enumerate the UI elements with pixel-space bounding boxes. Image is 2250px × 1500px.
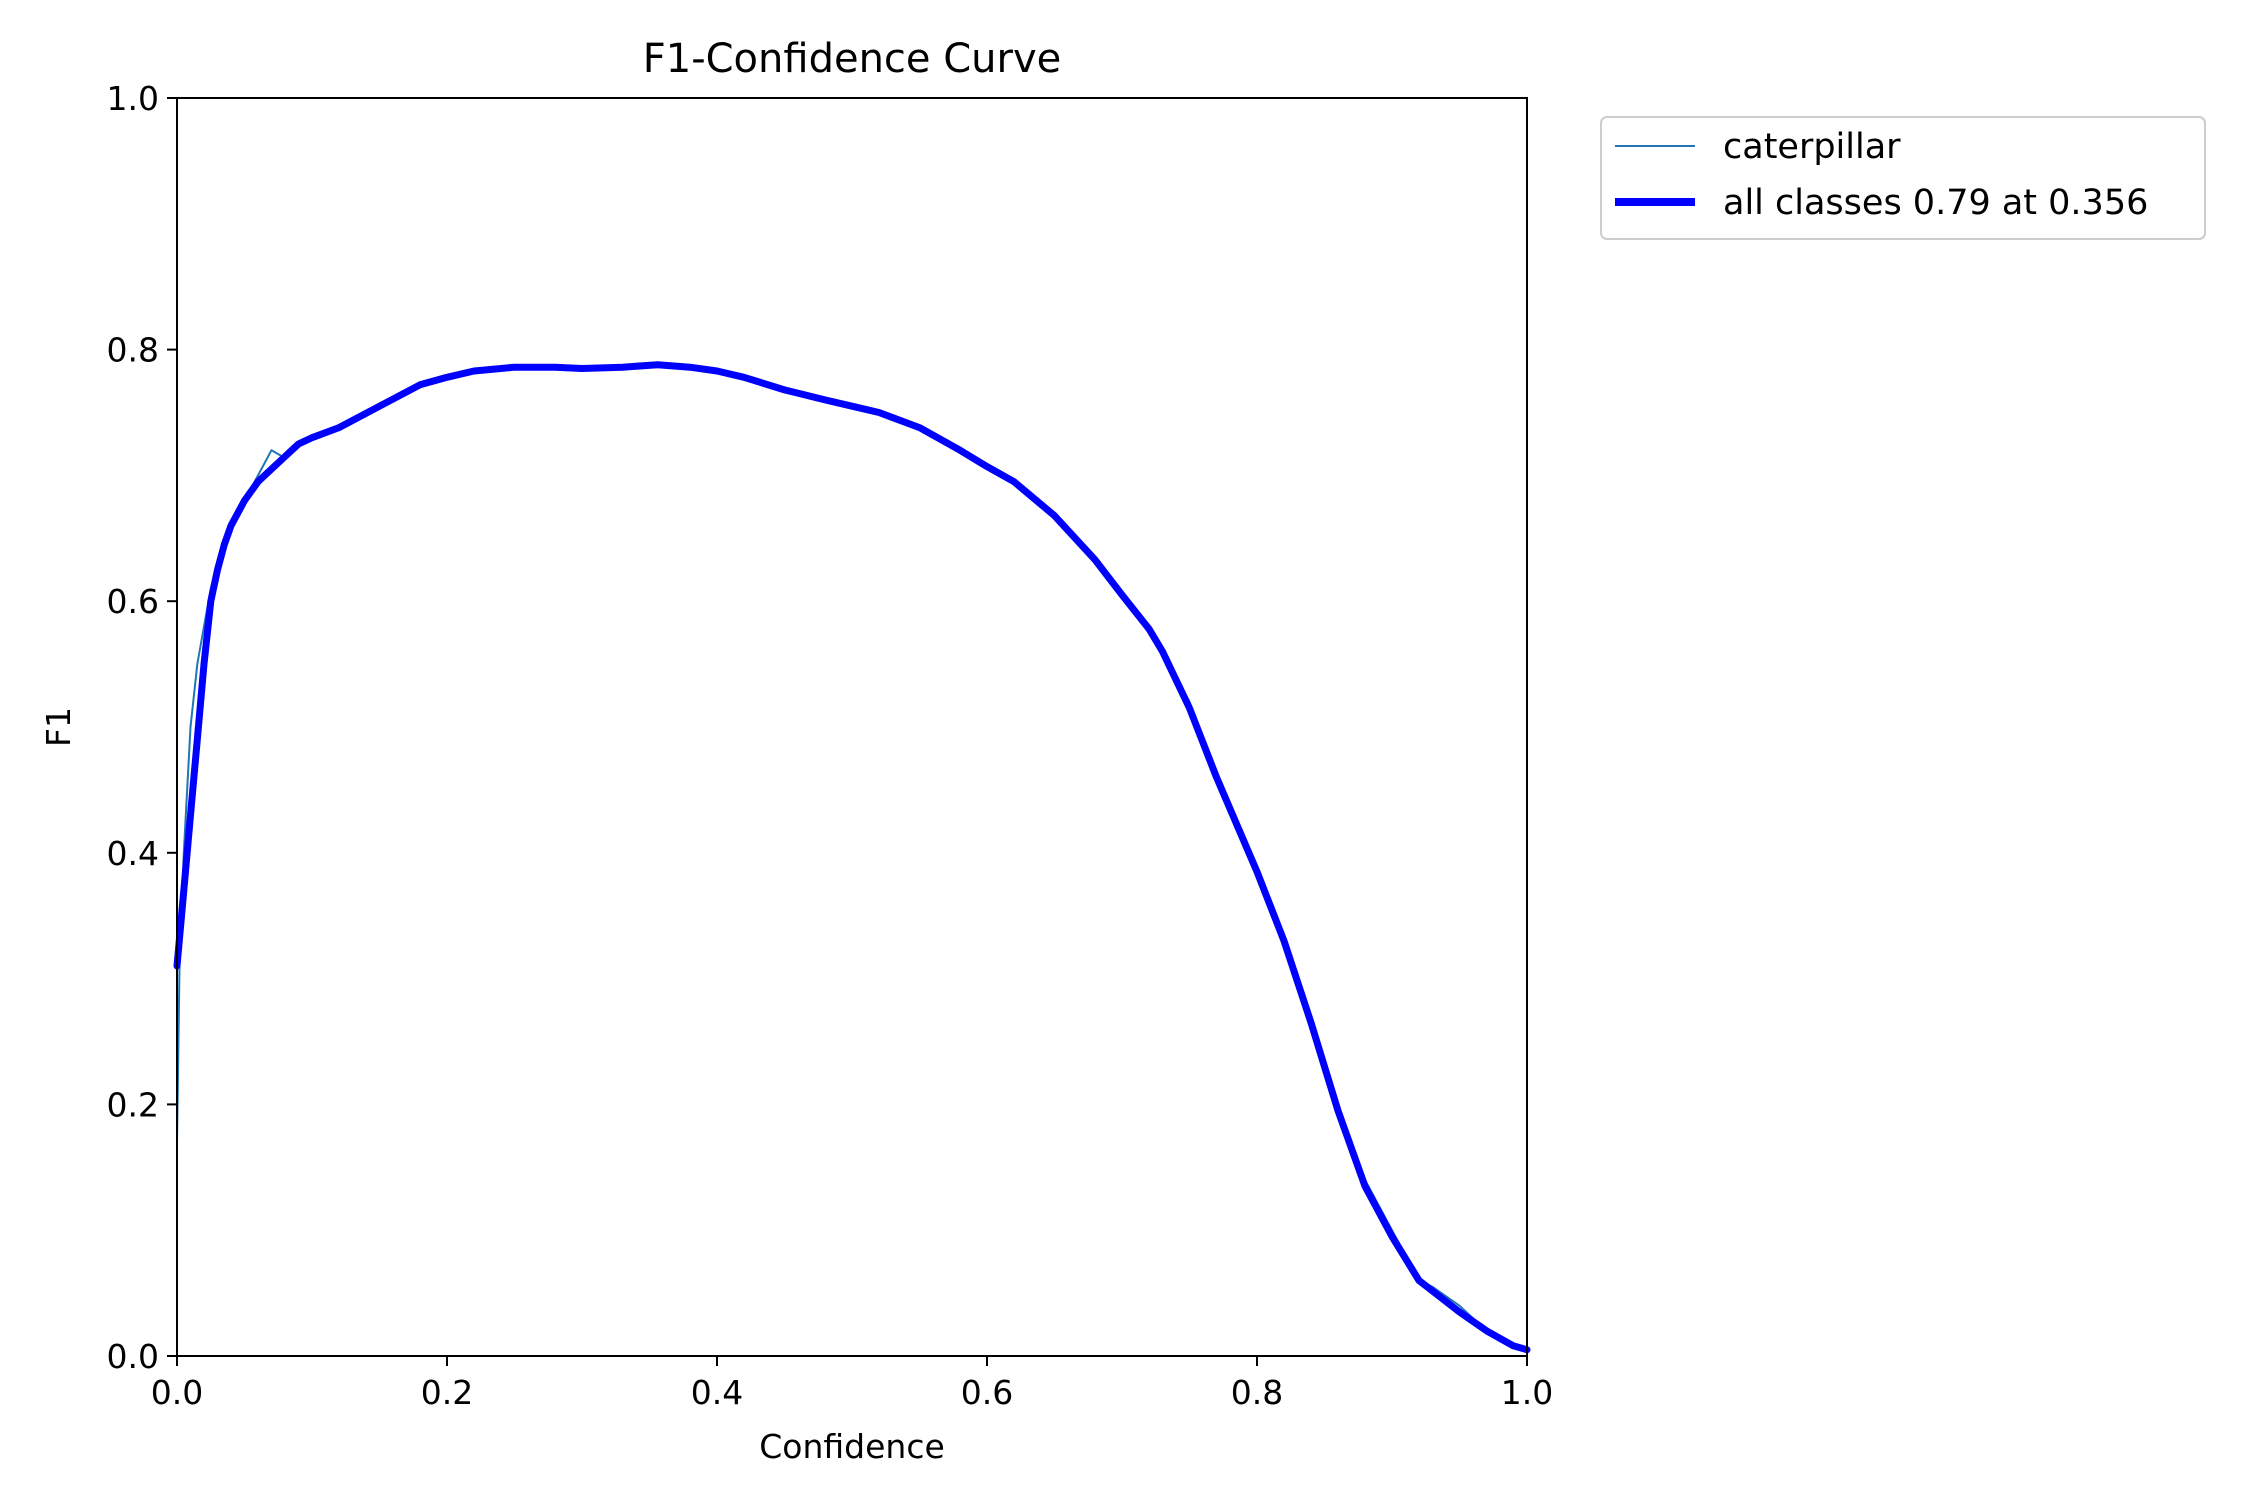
y-tick-label: 0.0 [107,1337,159,1376]
y-tick-label: 1.0 [107,79,159,118]
series-line-1 [173,361,1531,1354]
x-tick-label: 0.0 [151,1373,203,1412]
y-axis-title: F1 [39,707,78,747]
chart-title: F1-Confidence Curve [643,36,1062,82]
plot-lines [173,361,1531,1354]
y-tick-label: 0.6 [107,582,159,621]
x-tick-label: 1.0 [1501,1373,1553,1412]
y-tick-label: 0.2 [107,1085,159,1124]
x-axis: 0.0 0.2 0.4 0.6 0.8 1.0 [151,1356,1553,1412]
y-tick-label: 0.4 [107,834,159,873]
legend-label-caterpillar: caterpillar [1723,127,1901,167]
legend-label-all-classes: all classes 0.79 at 0.356 [1723,183,2148,223]
y-tick-label: 0.8 [107,331,159,370]
x-tick-label: 0.2 [421,1373,473,1412]
legend-box [1600,116,2206,240]
x-axis-title: Confidence [759,1427,945,1466]
x-tick-label: 0.6 [961,1373,1013,1412]
plot-frame [176,97,1528,1357]
x-tick-label: 0.8 [1231,1373,1283,1412]
legend: caterpillar all classes 0.79 at 0.356 [1600,116,2206,240]
y-axis: 0.0 0.2 0.4 0.6 0.8 1.0 [107,79,177,1376]
x-tick-label: 0.4 [691,1373,743,1412]
